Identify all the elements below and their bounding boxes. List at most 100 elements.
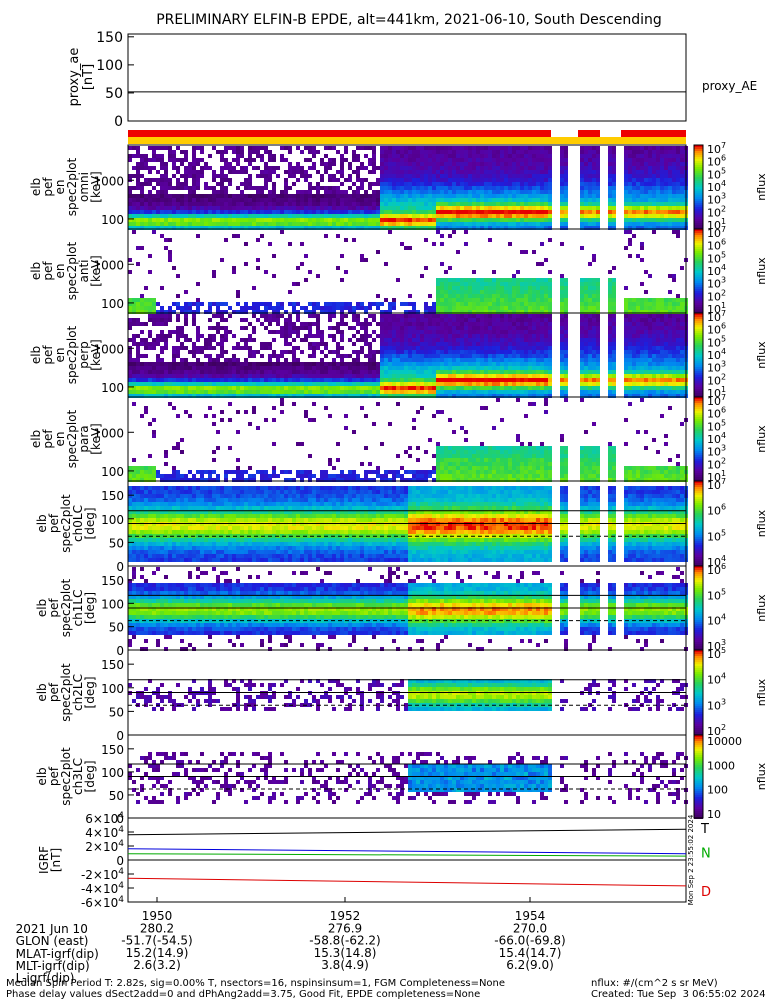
status-bar-orange — [128, 137, 686, 144]
footer-line-1: Median Spin Period T: 2.82s, sig=0.00% T… — [6, 978, 506, 989]
spectrogram-ylabel-line: [keV] — [89, 171, 103, 202]
pitch-tick-label: 0 — [116, 560, 124, 574]
colorbar-tick-label: 10000 — [707, 735, 742, 748]
spectrogram-ylabel-line: pef — [41, 345, 55, 365]
xaxis-row-l-label: L-igrf(dip) — [8, 959, 75, 985]
colorbar-tick-label: 100 — [707, 784, 728, 797]
colorbar-tick-label: 104 — [707, 613, 726, 628]
colorbar-ch3 — [694, 735, 703, 819]
colorbar-label: nflux — [755, 341, 768, 369]
proxy-ae-tick-label: 0 — [114, 114, 123, 130]
pitch-tick-label: 100 — [101, 597, 124, 611]
pitch-tick-label: 100 — [101, 682, 124, 696]
igrf-tick-label: 6×104 — [85, 811, 124, 826]
xaxis-row-mlat-label: MLAT-igrf(dip) — [8, 935, 99, 961]
xaxis-value-3-2: 15.4(14.7) — [499, 946, 562, 960]
colorbar-tick-label: 10 — [707, 808, 721, 821]
spectrogram-anti-frame — [127, 228, 687, 314]
spectrogram-ylabel-line: pef — [41, 177, 55, 197]
xaxis-value-2-1: -58.8(-62.2) — [309, 934, 380, 948]
pitch-tick-label: 150 — [101, 574, 124, 588]
colorbar-tick-label: 106 — [707, 503, 726, 518]
xaxis-value-3-0: 15.2(14.9) — [126, 946, 189, 960]
proxy-ae-ylabel-unit: [nT] — [81, 64, 96, 90]
glon-row-label: GLON (east) — [15, 934, 89, 948]
proxy-ae-tick-label: 150 — [96, 30, 123, 46]
igrf-ylabel: IGRF — [37, 846, 51, 874]
proxy-ae-ylabel: proxy_ae — [67, 48, 82, 107]
spectrogram-ylabel-line: spec2plot — [65, 409, 79, 468]
spectrogram-para-cells — [128, 398, 688, 482]
xaxis-value-0-1: 1952 — [330, 909, 361, 923]
colorbar-perp — [694, 313, 703, 397]
colorbar-ch0 — [694, 481, 703, 567]
spectrogram-ylabel-line: omni — [77, 172, 91, 202]
status-bar-red — [578, 130, 600, 137]
igrf-tick-label: 4×104 — [85, 825, 124, 840]
colorbar-tick-label: 103 — [707, 697, 726, 712]
colorbar-tick-label: 105 — [707, 528, 726, 543]
colorbar-tick-label: 1000 — [707, 759, 735, 772]
pitch-tick-label: 150 — [101, 743, 124, 757]
igrf-series-T — [127, 828, 687, 836]
pitch-tick-label: 150 — [101, 489, 124, 503]
proxy-ae-tick-label: 50 — [105, 86, 123, 102]
spectrogram-ylabel-line: pef — [47, 682, 61, 702]
spectrogram-ch1-cells — [128, 567, 688, 651]
xaxis-value-4-0: 2.6(3.2) — [133, 958, 181, 972]
colorbar-ch2 — [694, 650, 703, 736]
spectrogram-ylabel-line: en — [53, 432, 67, 447]
spectrogram-ylabel-line: [deg] — [83, 761, 97, 793]
proxy-ae-frame — [127, 33, 687, 122]
spectrogram-ylabel-line: spec2plot — [65, 325, 79, 384]
spectrogram-ylabel-line: perp — [77, 341, 91, 369]
igrf-tick-label: -2×104 — [81, 867, 124, 882]
colorbar-frame — [693, 734, 704, 819]
pitch-tick-label: 50 — [109, 705, 124, 719]
status-bar-red — [128, 130, 551, 137]
colorbar-anti — [694, 229, 703, 313]
spectrogram-ylabel-line: spec2plot — [65, 157, 79, 216]
spectrogram-tick-label: 1000 — [93, 174, 124, 188]
proxy-ae-tick-label: 100 — [96, 58, 123, 74]
igrf-ylabel-unit: [nT] — [49, 848, 63, 872]
spectrogram-ylabel-line: ch0LC — [71, 505, 85, 542]
igrf-legend-D: D — [701, 885, 711, 900]
colorbar-label: nflux — [755, 594, 768, 622]
footer-line-2: Phase delay values dSect2add=0 and dPhAn… — [6, 989, 481, 1000]
spectrogram-ch3-cells — [128, 752, 688, 804]
xaxis-row-mlt-label: MLT-igrf(dip) — [8, 947, 90, 973]
colorbar-label: nflux — [755, 678, 768, 706]
spectrogram-tick-label: 1000 — [93, 426, 124, 440]
mlat-row-label: MLAT-igrf(dip) — [15, 947, 99, 961]
igrf-tick-label: -6×104 — [81, 895, 124, 910]
pitch-tick-label: 50 — [109, 621, 124, 635]
spectrogram-ylabel-line: [keV] — [89, 255, 103, 286]
xaxis-value-1-0: 280.2 — [140, 921, 174, 935]
status-bar-red — [621, 130, 686, 137]
igrf-series-N — [127, 848, 687, 855]
spectrogram-ylabel-line: spec2plot — [59, 663, 73, 722]
colorbar-omni — [694, 145, 703, 229]
spectrogram-ylabel-line: pef — [47, 598, 61, 618]
l-row-label: L-igrf(dip) — [15, 971, 75, 985]
xaxis-value-4-2: 6.2(9.0) — [506, 958, 554, 972]
spectrogram-ylabel-line: pef — [41, 429, 55, 449]
colorbar-label: nflux — [755, 425, 768, 453]
xaxis-value-2-2: -66.0(-69.8) — [494, 934, 565, 948]
colorbar-label: nflux — [755, 762, 768, 790]
time-row-label: 2021 Jun 10 — [15, 922, 88, 936]
pitch-tick-label: 100 — [101, 513, 124, 527]
footer-created: Created: Tue Sep 3 06:55:02 2024 — [591, 989, 766, 1000]
footer-units: nflux: #/(cm^2 s sr MeV) — [591, 978, 718, 989]
igrf-legend-N: N — [701, 847, 711, 862]
mlt-row-label: MLT-igrf(dip) — [15, 959, 90, 973]
spectrogram-ch2-cells — [128, 679, 688, 711]
spectrogram-ylabel-line: elb — [35, 514, 49, 532]
xaxis-value-1-2: 270.0 — [513, 921, 547, 935]
colorbar-tick-label: 107 — [707, 477, 726, 492]
spectrogram-ylabel-line: spec2plot — [59, 494, 73, 553]
xaxis-value-3-1: 15.3(14.8) — [314, 946, 377, 960]
igrf-tick-label: -4×104 — [81, 881, 124, 896]
spectrogram-ylabel-line: [deg] — [83, 592, 97, 624]
